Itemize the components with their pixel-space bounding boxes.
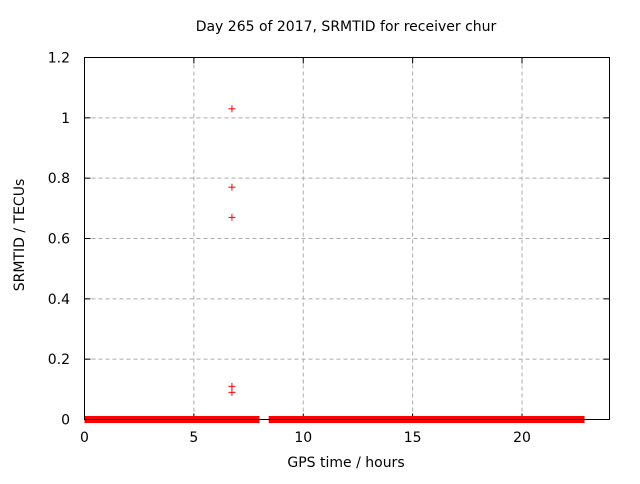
x-axis-label: GPS time / hours [287,455,404,471]
x-tick-label: 15 [404,430,422,446]
x-tick-label: 20 [513,430,531,446]
x-tick-label: 10 [294,430,312,446]
y-tick-label: 0 [61,413,70,429]
plot-border [84,57,610,420]
y-tick-label: 1 [61,111,70,127]
y-tick-label: 0.2 [48,352,70,368]
tick-labels: 0 5 10 15 20 0 0.2 0.4 0.6 0.8 1 1.2 [48,51,531,447]
y-axis-label: SRMTID / TECUs [12,179,28,292]
y-tick-label: 1.2 [48,51,70,67]
data-points [84,105,585,423]
x-tick-label: 5 [189,430,198,446]
x-tick-label: 0 [80,430,89,446]
y-tick-label: 0.8 [48,171,70,187]
y-tick-label: 0.6 [48,232,70,248]
grid-lines [84,57,610,420]
y-tick-label: 0.4 [48,292,70,308]
chart-title: Day 265 of 2017, SRMTID for receiver chu… [196,19,497,35]
